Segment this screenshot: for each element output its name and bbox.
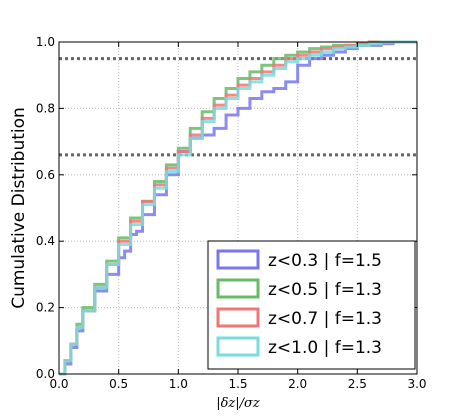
x-tick-label: 1.0 bbox=[169, 377, 188, 391]
legend-label: z<0.7 | f=1.3 bbox=[268, 309, 382, 329]
legend-label: z<0.5 | f=1.3 bbox=[268, 280, 382, 300]
x-tick-label: 1.5 bbox=[228, 377, 247, 391]
y-tick-label: 0.4 bbox=[36, 234, 55, 248]
legend-swatch bbox=[216, 249, 260, 270]
legend-swatch bbox=[216, 336, 260, 357]
y-axis-label: Cumulative Distribution bbox=[9, 107, 29, 309]
y-tick-label: 1.0 bbox=[36, 35, 55, 49]
axis-ticks: 0.0 0.5 1.0 1.5 2.0 2.5 3.0 0.0 0.2 0.4 0.6 0.8 1.0 bbox=[36, 35, 427, 391]
y-tick-label: 0.2 bbox=[36, 301, 55, 315]
x-tick-label: 0.5 bbox=[109, 377, 128, 391]
legend-label: z<0.3 | f=1.5 bbox=[268, 251, 382, 271]
series-line-1 bbox=[59, 40, 417, 376]
x-tick-label: 2.5 bbox=[348, 377, 367, 391]
legend-swatch bbox=[216, 307, 260, 328]
series-group bbox=[59, 40, 417, 376]
legend-swatch bbox=[216, 278, 260, 299]
y-tick-label: 0.8 bbox=[36, 101, 55, 115]
y-tick-label: 0.0 bbox=[36, 367, 55, 381]
x-tick-label: 2.0 bbox=[288, 377, 307, 391]
series-line-4 bbox=[59, 40, 417, 376]
y-tick-label: 0.6 bbox=[36, 168, 55, 182]
legend: z<0.3 | f=1.5 z<0.5 | f=1.3 z<0.7 | f=1.3 z… bbox=[207, 240, 416, 370]
legend-label: z<1.0 | f=1.3 bbox=[268, 338, 382, 358]
x-tick-label: 3.0 bbox=[407, 377, 426, 391]
x-axis-label: |δz|/σz bbox=[216, 396, 260, 411]
legend-box bbox=[207, 240, 416, 370]
x-tick-label: 0.0 bbox=[49, 377, 68, 391]
